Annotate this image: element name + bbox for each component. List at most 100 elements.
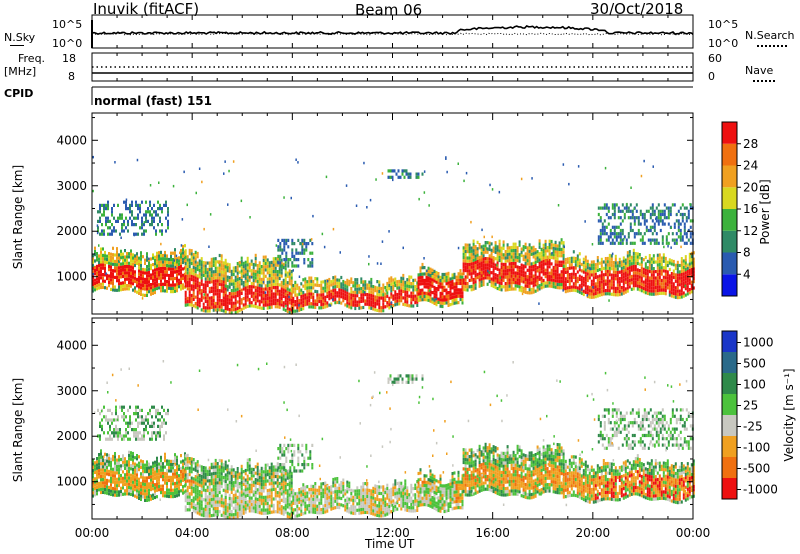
heatmap-cell <box>104 462 106 466</box>
heatmap-cell <box>498 246 501 250</box>
heatmap-cell <box>554 282 557 286</box>
heatmap-cell <box>96 479 98 483</box>
heatmap-cell <box>562 253 565 258</box>
heatmap-cell <box>522 254 525 258</box>
heatmap-cell <box>630 274 633 279</box>
heatmap-cell <box>134 260 136 264</box>
heatmap-cell <box>404 290 407 294</box>
heatmap-cell <box>140 260 142 264</box>
heatmap-cell <box>421 272 424 276</box>
heatmap-cell <box>200 513 203 517</box>
heatmap-cell <box>144 489 146 493</box>
heatmap-cell <box>232 301 235 305</box>
heatmap-cell <box>526 252 529 256</box>
heatmap-cell <box>299 242 302 246</box>
heatmap-cell <box>564 277 567 281</box>
heatmap-cell <box>644 262 647 266</box>
heatmap-cell <box>102 282 104 286</box>
heatmap-cell <box>652 276 655 280</box>
heatmap-cell <box>160 266 162 270</box>
heatmap-cell <box>388 299 391 304</box>
heatmap-cell <box>592 289 595 293</box>
heatmap-cell <box>140 292 142 296</box>
heatmap-cell <box>155 213 157 217</box>
heatmap-cell <box>137 207 139 211</box>
heatmap-cell <box>494 247 497 251</box>
heatmap-cell <box>546 271 549 275</box>
heatmap-cell <box>394 290 397 294</box>
heatmap-cell <box>686 269 689 274</box>
heatmap-cell <box>238 293 241 297</box>
heatmap-cell <box>344 293 347 297</box>
heatmap-cell <box>674 279 677 283</box>
heatmap-cell <box>174 453 176 457</box>
heatmap-cell <box>138 490 140 494</box>
heatmap-cell <box>180 476 182 480</box>
heatmap-cell <box>218 481 221 485</box>
heatmap-cell <box>334 285 337 289</box>
heatmap-cell <box>162 462 164 466</box>
heatmap-cell <box>552 275 555 279</box>
heatmap-cell <box>445 278 448 283</box>
heatmap-cell <box>540 283 543 287</box>
heatmap-cell <box>445 298 448 302</box>
heatmap-cell <box>624 268 627 272</box>
heatmap-cell <box>192 265 195 269</box>
heatmap-cell <box>104 459 106 463</box>
heatmap-cell <box>451 299 454 303</box>
heatmap-cell <box>378 296 381 300</box>
heatmap-cell <box>369 198 372 202</box>
heatmap-cell <box>284 263 287 268</box>
heatmap-cell <box>130 275 132 279</box>
heatmap-cell <box>144 492 146 496</box>
heatmap-cell <box>628 272 631 276</box>
heatmap-cell <box>106 254 108 258</box>
heatmap-cell <box>312 283 315 287</box>
heatmap-cell <box>496 258 499 262</box>
heatmap-cell <box>566 270 569 274</box>
station-title: Inuvik (fitACF) <box>93 0 200 18</box>
heatmap-cell <box>214 497 217 501</box>
heatmap-cell <box>588 289 591 293</box>
heatmap-cell <box>417 289 420 293</box>
heatmap-cell <box>560 283 563 287</box>
heatmap-cell <box>202 507 205 511</box>
heatmap-cell <box>494 273 497 277</box>
heatmap-cell <box>530 278 533 282</box>
heatmap-cell <box>376 296 379 300</box>
heatmap-cell <box>645 219 648 223</box>
heatmap-cell <box>160 468 162 472</box>
heatmap-cell <box>462 284 465 288</box>
heatmap-cell <box>294 309 297 313</box>
heatmap-cell <box>294 280 297 284</box>
heatmap-cell <box>596 268 599 272</box>
heatmap-cell <box>100 282 102 286</box>
heatmap-cell <box>184 294 187 298</box>
heatmap-cell <box>204 511 207 515</box>
heatmap-cell <box>132 483 134 488</box>
heatmap-cell <box>492 246 495 250</box>
heatmap-cell <box>607 209 610 213</box>
heatmap-cell <box>660 288 663 292</box>
heatmap-cell <box>552 243 555 247</box>
heatmap-cell <box>254 257 257 261</box>
heatmap-cell <box>606 282 609 286</box>
heatmap-cell <box>182 472 184 476</box>
heatmap-cell <box>328 290 331 294</box>
heatmap-cell <box>414 301 417 305</box>
heatmap-cell <box>626 263 629 268</box>
heatmap-cell <box>246 266 249 270</box>
heatmap-cell <box>340 285 343 289</box>
heatmap-cell <box>368 255 370 258</box>
heatmap-cell <box>128 453 130 458</box>
heatmap-cell <box>291 254 294 258</box>
heatmap-cell <box>156 485 158 489</box>
heatmap-cell <box>472 277 475 282</box>
heatmap-cell <box>160 484 162 488</box>
heatmap-cell <box>421 172 424 176</box>
heatmap-cell <box>162 289 164 293</box>
heatmap-cell <box>180 479 182 483</box>
heatmap-cell <box>226 263 228 267</box>
heatmap-cell <box>192 281 195 285</box>
heatmap-cell <box>168 261 170 265</box>
